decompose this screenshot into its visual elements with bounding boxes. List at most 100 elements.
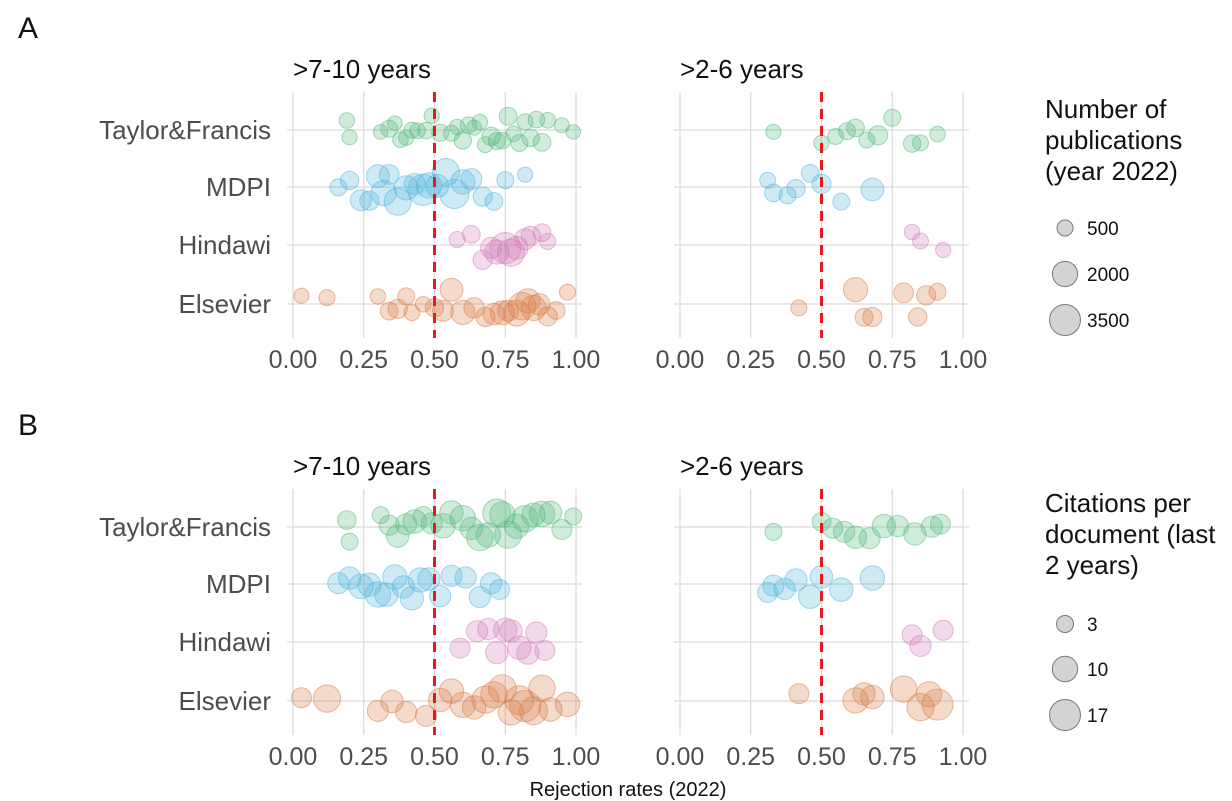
point-mdpi [329, 178, 348, 197]
point-mdpi [399, 586, 425, 611]
xtick-label: 1.00 [939, 743, 988, 771]
point-mdpi [496, 171, 515, 190]
facet-7-10-years: >7-10 years 0.00 0.25 0.50 0.75 1.00 [269, 451, 601, 771]
point-mdpi [784, 568, 808, 592]
xtick-label: 0.25 [726, 346, 775, 374]
point-mdpi [425, 174, 450, 198]
point-mdpi [859, 565, 886, 591]
x-axis-label: Rejection rates (2022) [530, 779, 727, 801]
legend-key-label: 2000 [1087, 265, 1129, 286]
point-mdpi [339, 170, 360, 191]
point-mdpi [484, 192, 504, 211]
point-mdpi [517, 166, 534, 183]
xtick-label: 1.00 [939, 346, 988, 374]
point-elsevier [403, 304, 421, 322]
xtick-label: 0.50 [410, 743, 459, 771]
legend-key-circle [1049, 304, 1081, 336]
xtick-label: 1.00 [552, 346, 601, 374]
xtick-label: 0.00 [269, 346, 318, 374]
legend-title-line: document (last [1045, 519, 1216, 549]
xtick-label: 0.00 [269, 743, 318, 771]
point-mdpi [460, 168, 483, 191]
facet-2-6-years: >2-6 years 0.00 0.25 0.50 0.75 1.00 [656, 451, 988, 771]
point-elsevier [395, 700, 418, 724]
legend-key-circle [1049, 699, 1081, 731]
point-taylor-francis [511, 505, 539, 533]
point-taylor-francis [920, 515, 944, 538]
facet-7-10-years: >7-10 years 0.00 0.25 0.50 0.75 1.00 [269, 54, 601, 374]
point-mdpi [440, 564, 463, 588]
point-hindawi [485, 640, 509, 665]
point-taylor-francis [337, 510, 357, 530]
point-taylor-francis [532, 133, 552, 152]
legend-key-label: 500 [1087, 219, 1119, 240]
point-hindawi [484, 239, 510, 265]
point-taylor-francis [858, 131, 876, 149]
point-taylor-francis [886, 514, 910, 538]
point-taylor-francis [846, 118, 865, 138]
point-mdpi [383, 187, 412, 216]
point-taylor-francis [765, 123, 782, 140]
point-taylor-francis [510, 134, 529, 152]
point-elsevier [397, 287, 416, 306]
point-elsevier [559, 283, 576, 301]
point-taylor-francis [448, 118, 466, 136]
point-taylor-francis [498, 106, 518, 126]
point-taylor-francis [487, 132, 506, 150]
point-taylor-francis [505, 125, 523, 143]
point-hindawi [477, 617, 500, 641]
point-taylor-francis [827, 128, 845, 145]
point-taylor-francis [521, 502, 546, 527]
point-taylor-francis [476, 136, 494, 154]
legend-title-line: Number of [1045, 94, 1167, 124]
point-taylor-francis [929, 513, 951, 535]
point-elsevier [482, 302, 506, 326]
point-taylor-francis [858, 527, 881, 550]
ytick-label-taylor-francis: Taylor&Francis [99, 512, 271, 542]
point-elsevier [291, 687, 312, 709]
point-hindawi [935, 241, 952, 259]
point-elsevier [504, 685, 535, 716]
legend-key-circle [1051, 260, 1079, 288]
point-mdpi [778, 186, 797, 205]
point-elsevier [928, 282, 947, 301]
xtick-label: 0.75 [868, 346, 917, 374]
legend-key-label: 10 [1087, 660, 1108, 681]
point-taylor-francis [443, 124, 460, 142]
point-mdpi [429, 585, 452, 608]
xtick-label: 0.50 [797, 346, 846, 374]
point-hindawi [472, 249, 493, 270]
point-hindawi [516, 641, 540, 665]
point-mdpi [786, 179, 806, 199]
point-elsevier [538, 697, 563, 722]
legend-key-circle [1051, 655, 1079, 683]
point-elsevier [312, 684, 342, 713]
legend-title-line: 2 years) [1045, 550, 1139, 580]
point-taylor-francis [386, 524, 410, 548]
point-mdpi [489, 579, 511, 600]
ytick-label-mdpi: MDPI [206, 569, 271, 599]
point-mdpi [337, 566, 362, 590]
point-elsevier [432, 299, 454, 322]
legend-title-line: (year 2022) [1045, 156, 1178, 186]
legend-key-label: 3 [1087, 615, 1098, 636]
point-hindawi [465, 620, 489, 643]
point-elsevier [862, 306, 883, 328]
point-hindawi [901, 624, 923, 646]
point-hindawi [504, 235, 529, 260]
point-elsevier [916, 285, 937, 306]
point-taylor-francis [521, 128, 540, 148]
point-hindawi [525, 621, 548, 644]
xtick-label: 0.75 [481, 346, 530, 374]
point-mdpi [403, 173, 426, 195]
point-elsevier [908, 307, 928, 327]
point-taylor-francis [528, 500, 556, 528]
legend-key-circle [1056, 615, 1074, 633]
facet-title: >2-6 years [680, 54, 804, 84]
point-mdpi [829, 577, 854, 602]
point-elsevier [414, 704, 438, 727]
point-mdpi [454, 566, 477, 589]
point-taylor-francis [929, 125, 946, 143]
point-taylor-francis [423, 107, 440, 124]
